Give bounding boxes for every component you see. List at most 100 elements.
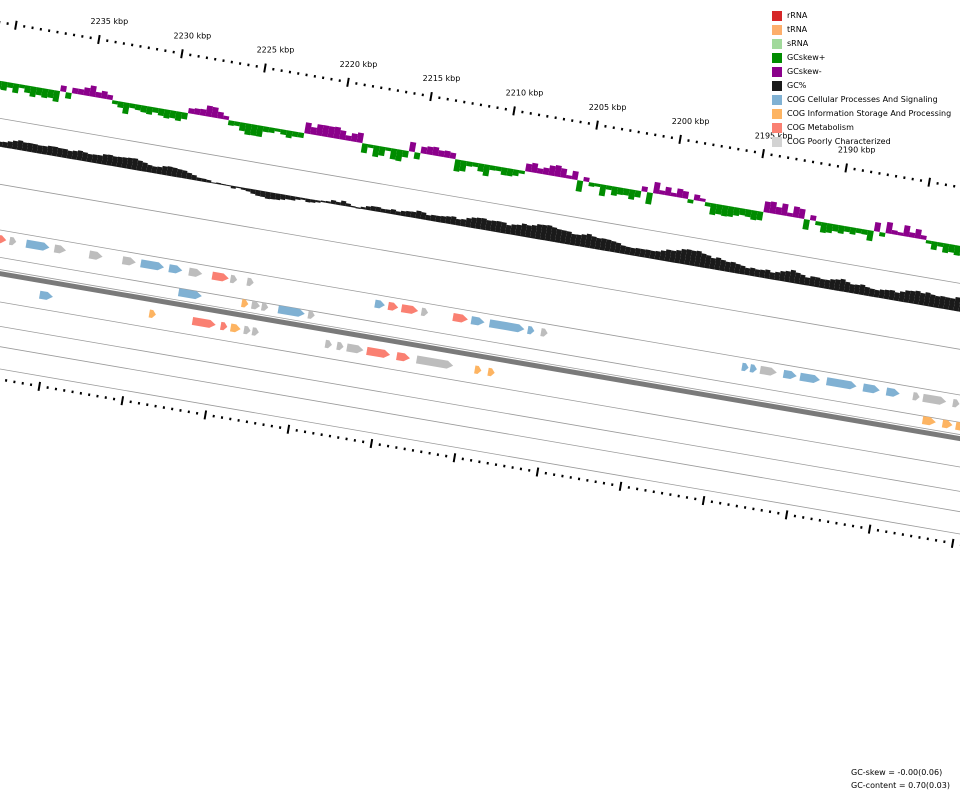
gc-skew-negative-bar: [339, 130, 347, 141]
gc-content-bar: [285, 194, 291, 200]
track-boundary-line: [0, 229, 960, 396]
gc-content-bar: [938, 295, 946, 309]
legend-label: COG Metabolism: [787, 123, 854, 132]
gene-arrow-metabolism: [211, 271, 229, 282]
backbone-line: [0, 271, 960, 442]
gc-skew-negative-bar: [693, 194, 701, 202]
gc-content-bar: [76, 150, 84, 161]
gc-content-bar: [818, 278, 826, 289]
gc-content-bar: [504, 224, 512, 235]
gc-skew-positive-bar: [117, 101, 125, 109]
gc-skew-negative-bar: [83, 87, 91, 97]
gc-skew-negative-bar: [350, 133, 358, 143]
gc-skew-positive-bar: [715, 204, 723, 215]
gc-skew-positive-bar: [169, 110, 177, 119]
gc-content-bar: [634, 247, 641, 257]
gene-arrow-info: [229, 323, 241, 333]
gc-skew-positive-bar: [6, 82, 14, 89]
gc-content-bar: [709, 257, 717, 270]
gc-content-bar: [679, 248, 687, 265]
gc-skew-positive-bar: [262, 126, 270, 133]
legend-item: GC%: [772, 79, 951, 93]
gc-content-bar: [948, 297, 956, 311]
gc-content-bar: [699, 253, 707, 268]
gc-skew-negative-bar: [344, 135, 352, 142]
gc-content-bar: [908, 290, 916, 304]
gc-content-bar: [230, 185, 237, 189]
gc-skew-positive-bar: [489, 165, 497, 171]
gc-content-bar: [828, 279, 836, 291]
gene-arrow-cellular: [527, 325, 535, 335]
gene-arrow-metabolism: [220, 321, 228, 331]
gene-arrow-poorly: [540, 328, 548, 337]
gc-content-bar: [778, 270, 786, 282]
gc-content-bar: [405, 210, 412, 218]
major-tick: [512, 106, 516, 116]
gc-skew-negative-bar: [222, 115, 230, 121]
gene-arrow-metabolism: [387, 301, 399, 311]
gc-content-bar: [878, 289, 886, 299]
gc-content-bar: [71, 150, 78, 160]
major-tick: [286, 424, 291, 434]
gc-content-bar: [759, 269, 766, 279]
legend-label: rRNA: [787, 11, 808, 20]
gene-arrow-poorly: [307, 310, 315, 319]
gc-content-bar: [335, 201, 342, 206]
gc-skew-negative-bar: [100, 90, 108, 100]
track-boundary-line: [0, 269, 960, 435]
legend-swatch: [772, 67, 782, 77]
gc-content-bar: [116, 156, 124, 168]
gc-content-bar: [245, 188, 252, 192]
gc-skew-negative-bar: [891, 229, 898, 236]
gc-skew-negative-bar: [449, 152, 457, 160]
gc-content-bar: [410, 211, 417, 219]
gc-content-bar: [883, 289, 891, 300]
gc-content-bar: [56, 147, 64, 158]
gc-skew-positive-bar: [111, 100, 119, 105]
gc-skew-positive-bar: [129, 103, 136, 109]
gc-content-bar: [714, 257, 722, 271]
gc-content-bar: [305, 198, 311, 203]
gene-arrow-poorly: [420, 307, 429, 317]
gc-content-bar: [365, 205, 372, 211]
gene-arrow-poorly: [336, 341, 344, 351]
gc-skew-negative-bar: [809, 214, 817, 222]
gc-skew-positive-bar: [174, 111, 183, 122]
gc-content-bar: [375, 206, 382, 213]
gc-content-bar: [649, 250, 656, 260]
gc-content-bar: [21, 142, 29, 152]
gc-content-bar: [808, 276, 816, 287]
tick-label: 2195 kbp: [755, 131, 793, 140]
gc-content-bar: [300, 197, 306, 201]
gc-content-bar: [609, 240, 617, 253]
legend: rRNA tRNA sRNA GCskew+ GCskew- GC% COG Cellula…: [772, 9, 951, 149]
gene-arrow-metabolism: [366, 346, 391, 358]
gene-arrow-poorly: [922, 393, 947, 405]
gc-skew-positive-bar: [280, 129, 287, 136]
gc-skew-negative-bar: [565, 174, 573, 180]
gc-content-bar: [569, 233, 577, 246]
gc-content-bar: [574, 234, 582, 247]
gc-skew-positive-bar: [367, 144, 374, 149]
gc-skew-positive-bar: [389, 148, 398, 160]
gc-skew-negative-bar: [682, 190, 690, 200]
gc-skew-positive-bar: [518, 170, 526, 175]
stats-panel: GC-skew = -0.00(0.06) GC-content = 0.70(…: [851, 766, 950, 792]
gene-arrow-cellular: [140, 259, 165, 271]
gc-content-bar: [141, 162, 148, 172]
gc-content-bar: [838, 278, 846, 292]
tick-label: 2235 kbp: [91, 17, 129, 26]
gc-skew-positive-bar: [255, 125, 264, 138]
gc-content-bar: [320, 200, 326, 203]
gc-content-bar: [654, 250, 661, 261]
gc-content-bar: [744, 267, 751, 276]
gc-skew-negative-bar: [60, 85, 67, 93]
gc-content-bar: [1, 141, 8, 148]
legend-item: GCskew+: [772, 51, 951, 65]
major-tick: [927, 177, 931, 187]
major-tick: [97, 34, 101, 45]
legend-swatch: [772, 81, 782, 91]
track-lines: [0, 117, 960, 535]
gc-content-bar: [793, 272, 801, 285]
gc-content-bar: [783, 270, 791, 283]
